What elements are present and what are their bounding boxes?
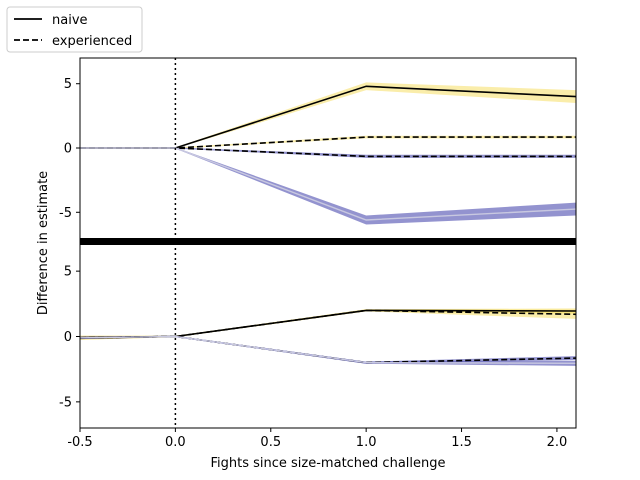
panel-2-band-4 [80,335,576,366]
panel-2-y-tick-label: 0 [64,330,72,345]
panel-2-y-tick-label: -5 [59,395,72,410]
x-axis-label: Fights since size-matched challenge [211,456,446,471]
x-tick-label: 1.5 [451,435,472,450]
panel-2-series-4-line [79,335,577,364]
panel-1-y-tick-label: -5 [59,206,72,221]
panel-1-series-4-line [80,147,577,221]
legend-label-naive: naive [52,13,88,28]
panel-1-series-2-line [80,136,576,149]
panel-1-band-2 [80,135,576,149]
legend: naive experienced [6,6,143,53]
panel-1-band-1 [80,82,576,149]
panel-2 [79,308,577,366]
x-tick-label: 0.5 [260,435,281,450]
plot-frame [79,57,577,429]
panel-1-band-4 [80,147,576,225]
x-tick-label: 2.0 [547,435,568,450]
panel-1 [80,82,577,225]
y-axis-label: Difference in estimate [36,171,51,315]
panel-1-y-tick-label: 5 [64,77,72,92]
x-tick-label: -0.5 [67,435,92,450]
panel-2-y-tick-label: 5 [64,265,72,280]
x-tick-label: 1.0 [356,435,377,450]
panel-1-band-3 [80,147,576,158]
panel-separator [80,238,576,245]
legend-label-experienced: experienced [52,34,132,49]
panel-2-band-2 [80,309,576,340]
x-tick-label: 0.0 [165,435,186,450]
axes: 5 0 -5 5 0 -5 -0.5 0.0 0.5 1.0 1.5 2.0 [59,57,577,450]
plot-area [79,58,577,428]
panel-1-y-tick-label: 0 [64,142,72,157]
